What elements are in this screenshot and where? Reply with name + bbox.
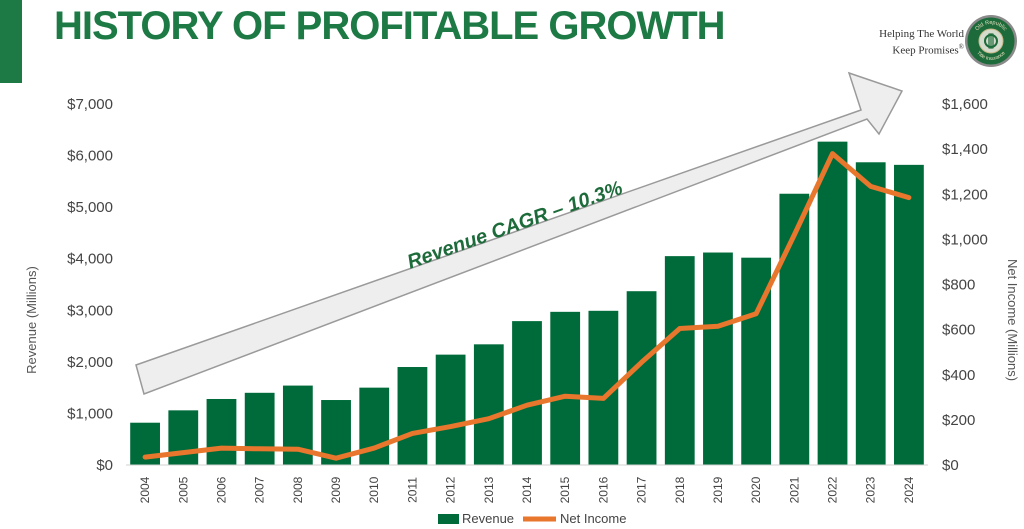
bar-2019 [703, 252, 733, 465]
x-tick-2021: 2021 [787, 476, 801, 503]
x-tick-2012: 2012 [444, 476, 458, 503]
bar-2014 [512, 321, 542, 465]
x-tick-2024: 2024 [902, 476, 916, 503]
bar-2015 [550, 311, 581, 465]
bar-2024 [894, 164, 924, 465]
legend: Revenue Net Income [438, 511, 626, 526]
bar-2022 [817, 141, 848, 465]
y2-tick-5: $1,000 [942, 231, 988, 248]
x-tick-2016: 2016 [596, 476, 610, 503]
cagr-arrow [135, 71, 904, 395]
left-axis-tick-labels: $0 $1,000 $2,000 $3,000 $4,000 $5,000 $6,000 $7… [67, 96, 113, 474]
y2-tick-6: $1,200 [942, 186, 988, 203]
x-tick-2011: 2011 [405, 477, 419, 503]
x-tick-2018: 2018 [673, 476, 687, 503]
y-tick-2: $2,000 [67, 354, 113, 371]
bar-2007 [244, 392, 275, 465]
x-tick-2006: 2006 [214, 476, 228, 503]
accent-bar [0, 0, 22, 83]
company-seal-icon: Old Republic Title Insurance [965, 15, 1017, 67]
bar-2011 [397, 367, 428, 465]
y2-tick-8: $1,600 [942, 96, 988, 113]
x-tick-2022: 2022 [826, 476, 840, 503]
y2-tick-0: $0 [942, 457, 959, 474]
y-tick-3: $3,000 [67, 302, 113, 319]
tagline-trademark: ® [958, 43, 964, 51]
y2-tick-2: $400 [942, 367, 975, 384]
y2-tick-1: $200 [942, 412, 975, 429]
x-tick-2023: 2023 [864, 476, 878, 503]
x-tick-2008: 2008 [291, 476, 305, 503]
x-tick-2010: 2010 [367, 476, 381, 503]
net-income-line [142, 151, 912, 461]
x-tick-2007: 2007 [253, 476, 267, 503]
x-tick-2014: 2014 [520, 476, 534, 503]
page-title: HISTORY OF PROFITABLE GROWTH [54, 4, 726, 48]
x-tick-2004: 2004 [138, 476, 152, 503]
y2-tick-3: $600 [942, 322, 975, 339]
tagline: Helping The World Keep Promises® [879, 28, 964, 58]
x-tick-2015: 2015 [558, 476, 572, 503]
x-tick-2019: 2019 [711, 476, 725, 503]
x-tick-2013: 2013 [482, 476, 496, 503]
x-tick-2020: 2020 [749, 476, 763, 503]
y-tick-1: $1,000 [67, 405, 113, 422]
tagline-line2-text: Keep Promises [892, 44, 959, 57]
right-axis-tick-labels: $0 $200 $400 $600 $800 $1,000 $1,200 $1,400 $1,6… [942, 96, 988, 474]
y2-tick-7: $1,400 [942, 141, 988, 158]
bar-2013 [473, 344, 504, 465]
tagline-line2: Keep Promises® [879, 41, 964, 58]
legend-revenue-swatch [438, 514, 459, 524]
y2-axis-title: Net Income (Millions) [1005, 259, 1020, 381]
x-tick-2017: 2017 [635, 476, 649, 503]
legend-net-income-label: Net Income [560, 511, 626, 526]
y-tick-6: $6,000 [67, 148, 113, 165]
y-tick-5: $5,000 [67, 199, 113, 216]
revenue-bars [130, 141, 924, 466]
y-tick-0: $0 [96, 457, 113, 474]
x-tick-2005: 2005 [176, 476, 190, 503]
bar-2012 [435, 354, 466, 465]
bar-2023 [855, 162, 886, 466]
x-tick-2009: 2009 [329, 476, 343, 503]
y-axis-title: Revenue (Millions) [24, 266, 39, 374]
legend-revenue-label: Revenue [462, 511, 514, 526]
tagline-line1: Helping The World [879, 28, 964, 40]
bar-2006 [206, 398, 237, 465]
seal-text-bottom: Title Insurance [975, 50, 1007, 62]
cagr-annotation: Revenue CAGR – 10.3% [404, 177, 625, 274]
bar-2018 [664, 256, 695, 465]
bar-2005 [168, 410, 199, 465]
y2-tick-4: $800 [942, 277, 975, 294]
y-tick-7: $7,000 [67, 96, 113, 113]
y-tick-4: $4,000 [67, 251, 113, 268]
bar-2017 [626, 291, 657, 465]
x-axis-tick-labels: 2004 2005 2006 2007 2008 2009 2010 2011 2012 2013… [138, 476, 916, 503]
